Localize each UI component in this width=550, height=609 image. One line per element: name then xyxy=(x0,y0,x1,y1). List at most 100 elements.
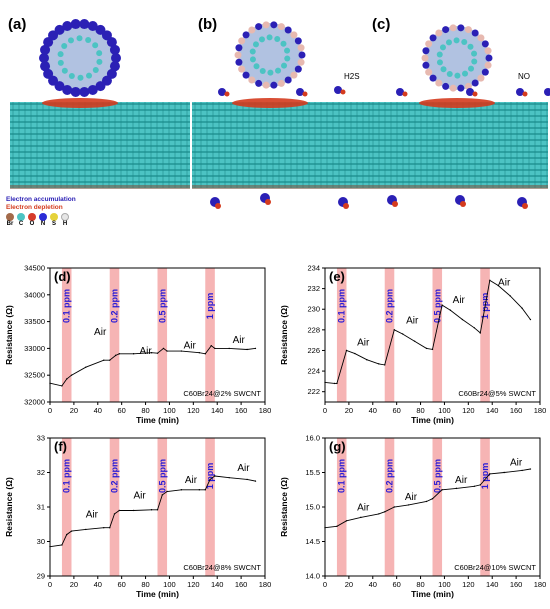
air-label-1: Air xyxy=(357,337,370,348)
cage-lobe xyxy=(270,81,278,89)
cage-atom xyxy=(461,38,468,45)
y-tick-label: 33000 xyxy=(24,344,45,353)
cage-atom xyxy=(68,73,75,80)
cage-lobe xyxy=(70,19,81,30)
legend-elements: Br C O N S H xyxy=(6,213,69,227)
bottom-lobe xyxy=(343,203,349,209)
data-point xyxy=(166,350,168,352)
gas-window-2 xyxy=(109,438,120,576)
surface-lobe xyxy=(402,91,408,97)
cage-lobe xyxy=(95,81,106,92)
element-br: Br xyxy=(6,213,14,227)
x-tick-label: 0 xyxy=(323,406,327,415)
data-point xyxy=(61,544,63,546)
slab-edge xyxy=(10,185,190,189)
surface-lobe xyxy=(302,91,308,97)
cage-lobe xyxy=(485,54,493,62)
nanotube-slab-b xyxy=(192,102,370,189)
data-point xyxy=(503,471,505,474)
cage-lobe xyxy=(234,51,242,59)
resistance-line xyxy=(324,279,531,384)
data-point xyxy=(214,475,216,477)
bottom-lobe xyxy=(265,199,271,205)
gas-window-1 xyxy=(61,438,72,576)
cage-lobe xyxy=(262,21,270,29)
cage-atom xyxy=(96,50,103,57)
cage-lobe xyxy=(435,29,443,37)
data-point xyxy=(366,359,368,361)
molecule-label-h2s: H2S xyxy=(344,72,360,81)
cage-lobe xyxy=(87,21,98,32)
chart-f-svg: 0.1 ppm 0.2 ppm 0.5 ppm 1 ppm 0 20 40 60 80 100 12… xyxy=(4,434,271,600)
gas-window-2 xyxy=(109,268,120,402)
air-label-4: Air xyxy=(237,463,250,474)
cage-lobe xyxy=(255,79,263,87)
cage-atom xyxy=(85,36,92,43)
x-tick-label: 40 xyxy=(94,580,102,589)
air-label-1: Air xyxy=(357,502,370,513)
y-tick-label: 32 xyxy=(37,468,45,477)
data-point xyxy=(113,513,116,515)
y-tick-label: 232 xyxy=(307,284,320,293)
data-point xyxy=(333,382,336,385)
data-point xyxy=(425,347,428,350)
cage-lobe xyxy=(79,19,90,30)
cage-lobe xyxy=(457,84,465,92)
cage-lobe xyxy=(290,31,298,39)
air-label-1: Air xyxy=(94,327,107,338)
cage-atom xyxy=(284,47,291,54)
cage-shell xyxy=(425,26,489,90)
gas-window-1 xyxy=(61,268,72,402)
cage-lobe xyxy=(481,68,489,76)
cage-atom xyxy=(280,40,287,47)
cage-atom xyxy=(61,43,68,50)
x-tick-label: 40 xyxy=(369,580,377,589)
cage-atom xyxy=(454,72,461,79)
cage-lobe xyxy=(481,40,489,48)
data-point xyxy=(228,476,230,479)
data-point xyxy=(210,345,212,347)
data-point xyxy=(198,351,201,354)
data-point xyxy=(529,468,532,470)
data-point xyxy=(156,352,159,354)
data-point xyxy=(441,489,443,491)
slab-edge xyxy=(370,185,548,189)
cage-lobe xyxy=(290,71,298,79)
cage-lobe xyxy=(422,61,430,69)
data-point xyxy=(479,484,481,486)
air-label-1: Air xyxy=(86,509,99,520)
chart-g: 0.1 ppm 0.2 ppm 0.5 ppm 1 ppm 0 20 40 60 80 100 12… xyxy=(275,428,550,604)
surface-lobe xyxy=(466,88,474,96)
y-tick-label: 14.0 xyxy=(305,572,320,581)
data-point xyxy=(489,473,491,475)
bottom-lobe xyxy=(522,203,528,209)
x-tick-label: 0 xyxy=(48,580,52,589)
data-point xyxy=(254,480,257,482)
air-label-2: Air xyxy=(405,492,418,503)
data-point xyxy=(150,509,153,511)
y-axis-label: Resistance (Ω) xyxy=(4,305,14,365)
x-tick-label: 60 xyxy=(117,580,125,589)
data-point xyxy=(109,527,111,529)
gas-window-3 xyxy=(432,438,443,576)
data-point xyxy=(132,353,135,355)
depletion-region xyxy=(419,98,495,108)
chart-d: 0.1 ppm 0.2 ppm 0.5 ppm 1 ppm 0 20 40 60 80 100 12… xyxy=(0,258,275,430)
gas-window-4 xyxy=(480,268,490,402)
simulation-svg xyxy=(10,19,550,209)
x-axis-label: Time (min) xyxy=(411,415,454,425)
cage-lobe xyxy=(79,86,90,97)
x-tick-label: 0 xyxy=(48,406,52,415)
fullerene-c xyxy=(419,24,495,108)
cage-lobe xyxy=(270,21,278,29)
cage-lobe xyxy=(109,44,120,55)
surface-lobe xyxy=(396,88,404,96)
x-tick-label: 160 xyxy=(235,580,248,589)
x-tick-label: 20 xyxy=(70,580,78,589)
surface-lobe xyxy=(334,86,342,94)
cage-atom xyxy=(281,62,288,69)
cage-lobe xyxy=(242,71,250,79)
y-tick-label: 15.0 xyxy=(305,503,320,512)
cage-lobe xyxy=(457,24,465,32)
cage-atom xyxy=(77,74,84,81)
